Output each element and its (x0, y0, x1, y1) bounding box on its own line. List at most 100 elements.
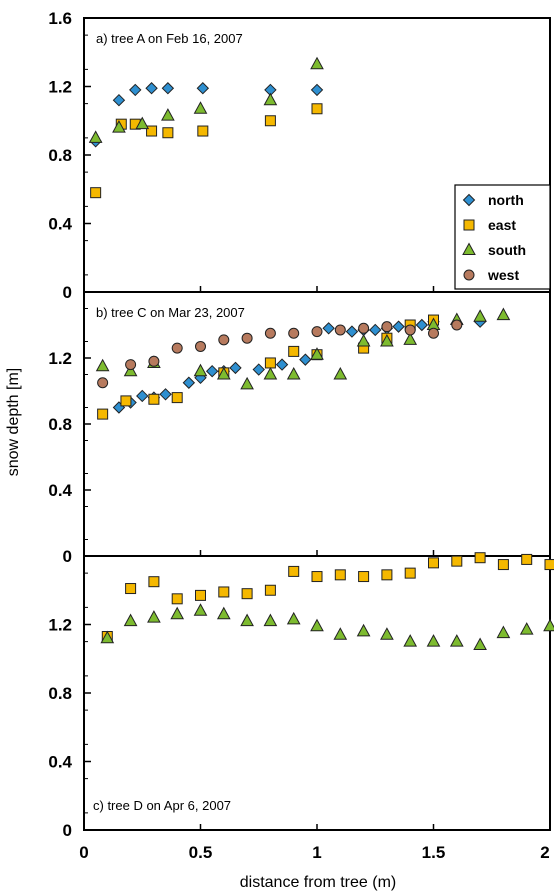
data-point-north (129, 83, 142, 97)
data-point-east (428, 557, 439, 569)
data-point-west (218, 334, 230, 346)
data-point-south (263, 366, 278, 380)
data-point-west (125, 359, 137, 371)
data-point-east (288, 345, 300, 357)
data-point-east (358, 571, 370, 583)
y-tick-label-0-3: 1.2 (48, 78, 72, 97)
data-point-south (100, 630, 115, 644)
data-point-south (333, 366, 348, 380)
y-tick-label-2-0: 0 (63, 821, 72, 840)
data-point-west (428, 327, 439, 339)
data-point-west (451, 319, 463, 331)
data-point-south (310, 56, 324, 70)
data-point-east (264, 115, 276, 127)
y-tick-label-2-1: 0.4 (48, 753, 72, 772)
data-point-east (334, 569, 346, 581)
data-point-south (333, 627, 348, 640)
data-point-north (310, 83, 324, 97)
data-point-south (426, 634, 441, 647)
data-point-north (415, 318, 429, 332)
data-point-south (216, 606, 231, 620)
data-point-north (229, 361, 242, 375)
data-point-north (136, 389, 149, 403)
panel-frame-2 (83, 555, 551, 831)
data-point-west (381, 321, 393, 333)
data-point-south (161, 108, 175, 121)
data-point-south (356, 623, 371, 637)
data-point-south (193, 101, 208, 114)
data-point-east (162, 127, 174, 139)
panel-label-0: a) tree A on Feb 16, 2007 (96, 31, 243, 46)
data-point-west (358, 322, 370, 334)
legend-marker-east (463, 219, 475, 231)
data-point-north (205, 364, 219, 378)
data-point-south (170, 606, 185, 620)
data-point-east (451, 555, 463, 567)
data-point-west (148, 355, 160, 367)
data-point-east (404, 567, 416, 579)
data-point-east (120, 395, 132, 407)
legend-label-east: east (488, 217, 516, 233)
y-tick-label-0-4: 1.6 (48, 9, 72, 28)
y-tick-label-2-2: 0.8 (48, 684, 72, 703)
data-point-south (496, 625, 511, 639)
x-tick-label-1: 0.5 (189, 843, 213, 862)
data-point-south (403, 634, 418, 647)
data-point-south (135, 116, 150, 130)
data-point-east (90, 187, 102, 199)
data-point-south (519, 622, 534, 635)
legend-marker-west (463, 269, 475, 281)
data-point-south (216, 366, 231, 380)
data-point-north (196, 82, 210, 95)
y-tick-label-0-2: 0.8 (48, 146, 72, 165)
data-point-east (497, 559, 509, 571)
data-point-south (240, 376, 254, 390)
panel-label-2: c) tree D on Apr 6, 2007 (93, 798, 231, 813)
data-point-east (171, 392, 183, 404)
data-point-east (171, 593, 183, 605)
data-point-east (195, 589, 206, 601)
data-point-east (148, 393, 160, 405)
data-point-south (286, 611, 301, 625)
data-point-east (264, 357, 276, 369)
data-point-south (286, 366, 301, 380)
legend-label-south: south (488, 242, 526, 258)
data-point-west (311, 326, 323, 338)
data-point-south (449, 634, 464, 647)
data-point-north (252, 363, 265, 376)
data-point-east (241, 588, 253, 600)
data-point-north (112, 93, 126, 107)
data-point-west (97, 377, 109, 389)
data-point-south (240, 613, 254, 627)
data-point-south (95, 358, 110, 372)
x-tick-label-3: 1.5 (422, 843, 446, 862)
data-point-north (161, 82, 175, 95)
y-axis-title: snow depth [m] (5, 368, 22, 477)
data-point-east (311, 571, 323, 583)
data-point-south (123, 363, 138, 377)
data-point-south (403, 332, 418, 345)
data-point-west (195, 340, 206, 352)
data-point-south (380, 627, 394, 640)
data-point-east (521, 553, 533, 565)
data-point-north (159, 388, 172, 401)
data-point-south (193, 603, 208, 616)
y-tick-label-1-2: 0.8 (48, 415, 72, 434)
data-point-east (125, 583, 137, 595)
data-point-west (171, 342, 183, 354)
y-tick-label-1-3: 1.2 (48, 349, 72, 368)
data-point-south (112, 120, 126, 133)
data-point-south (123, 613, 138, 627)
panel-label-1: b) tree C on Mar 23, 2007 (96, 305, 245, 320)
legend: north east south west (454, 184, 551, 290)
legend-label-west: west (487, 267, 519, 283)
x-tick-label-2: 1 (312, 843, 321, 862)
data-point-north (182, 376, 196, 389)
x-tick-label-0: 0 (79, 843, 88, 862)
data-point-east (311, 103, 323, 115)
data-point-north (275, 358, 289, 371)
data-point-south (88, 130, 103, 143)
panel-1: 0 0.4 0.8 1.2 b) tree C on Mar 23, 2007 (48, 291, 551, 566)
data-point-south (496, 307, 511, 321)
